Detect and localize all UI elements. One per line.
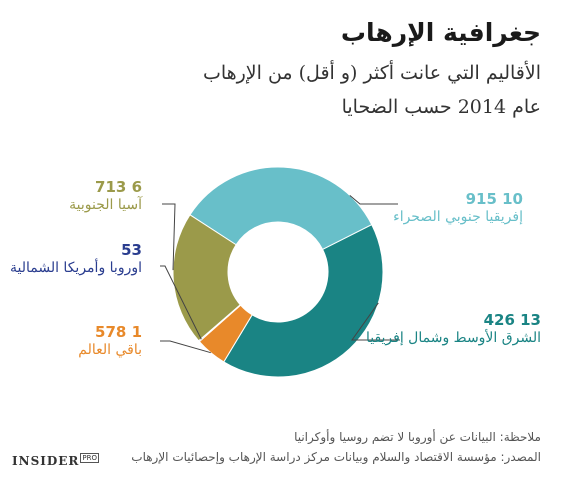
leader-line <box>160 265 202 340</box>
slice-value: 53 <box>121 241 142 259</box>
slice-name: الشرق الأوسط وشمال إفريقيا <box>365 330 541 346</box>
chart-title: جغرافية الإرهاب <box>340 18 541 47</box>
slice-label-europe-north-america: 53 اوروبا وأمريكا الشمالية <box>10 241 142 277</box>
chart-subtitle: الأقاليم التي عانت أكثر (و أقل) من الإره… <box>202 62 541 84</box>
donut-slice <box>223 224 384 378</box>
slice-label-rest-of-world: 1 578 باقي العالم <box>78 323 142 359</box>
donut-slices <box>172 166 384 378</box>
slice-value: 1 578 <box>95 323 142 341</box>
chart-subtitle-year: عام 2014 حسب الضحايا <box>341 96 541 118</box>
leader-line <box>351 302 400 341</box>
chart-note: ملاحظة: البيانات عن أوروبا لا تضم روسيا … <box>294 430 541 444</box>
chart-source: المصدر: مؤسسة الاقتصاد والسلام وبيانات م… <box>131 450 541 464</box>
slice-value: 10 915 <box>465 190 523 208</box>
donut-slice <box>172 214 241 342</box>
leader-line <box>162 203 176 271</box>
slice-label-subsaharan-africa: 10 915 إفريقيا جنوبي الصحراء <box>393 190 523 226</box>
slice-name: إفريقيا جنوبي الصحراء <box>393 209 523 225</box>
slice-name: باقي العالم <box>78 342 142 358</box>
slice-name: اوروبا وأمريكا الشمالية <box>9 260 142 276</box>
slice-label-south-asia: 6 713 آسيا الجنوبية <box>69 178 142 214</box>
leader-lines <box>160 194 400 354</box>
slice-value: 6 713 <box>95 178 142 196</box>
slice-label-mena: 13 426 الشرق الأوسط وشمال إفريقيا <box>366 311 541 347</box>
slice-value: 13 426 <box>483 311 541 329</box>
leader-line <box>349 194 398 205</box>
insider-pro-logo: INSIDER PRO <box>12 453 99 468</box>
slice-name: آسيا الجنوبية <box>69 197 142 213</box>
donut-slice <box>189 166 373 251</box>
leader-line <box>160 340 211 354</box>
